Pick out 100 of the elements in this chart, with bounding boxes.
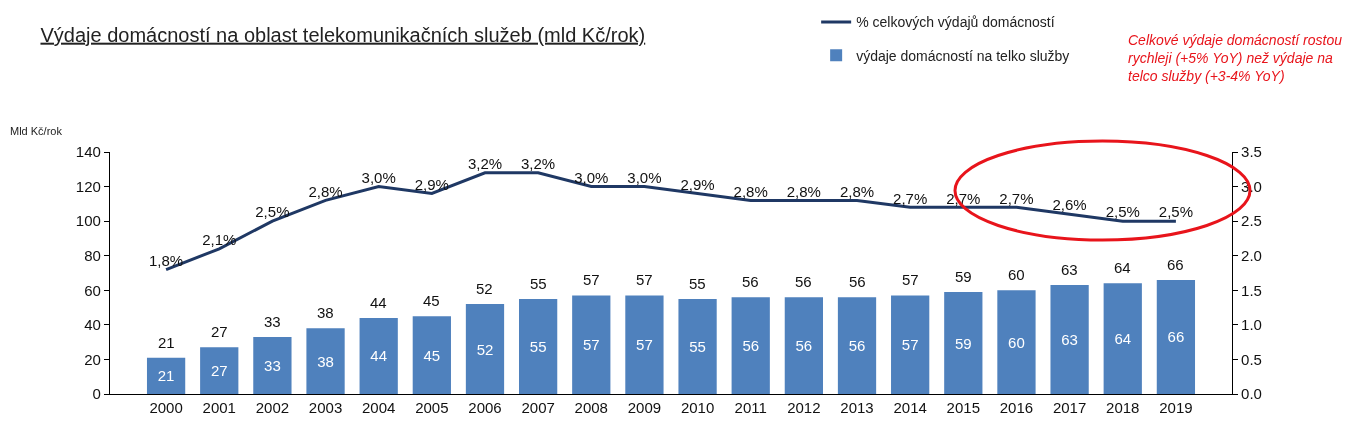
data-label: 52 — [476, 340, 494, 358]
text: 66 — [1167, 328, 1185, 346]
data-label: 45 — [423, 346, 441, 364]
legend-label: % celkových výdajů domácností — [856, 14, 1055, 31]
y2-tick-label: 0.0 — [1241, 385, 1262, 403]
y-tick-label: 20 — [84, 350, 101, 368]
x-tick-label: 2011 — [734, 399, 767, 417]
data-label: 63 — [1061, 261, 1078, 278]
x-tick-label: 2007 — [521, 399, 555, 417]
bar — [465, 304, 505, 394]
y2-tick-label: 2.5 — [1241, 212, 1262, 230]
bar — [519, 298, 558, 394]
text: 63 — [1061, 331, 1078, 349]
data-label: 56 — [848, 337, 866, 355]
bar — [1103, 283, 1142, 394]
data-label: 2,5% — [1158, 203, 1193, 221]
y2-tick-label: 3.5 — [1241, 143, 1262, 161]
x-tick-label: 2006 — [468, 399, 502, 417]
x-tick-label: 2010 — [680, 399, 715, 417]
bar — [1156, 279, 1196, 394]
x-tick-label: 2002 — [255, 399, 290, 417]
text: 64 — [1114, 330, 1132, 348]
data-label: 3,2% — [521, 154, 556, 172]
data-label: 3,0% — [574, 168, 609, 186]
text: 59 — [954, 334, 972, 352]
x-tick-label: 2003 — [308, 399, 343, 417]
x-tick-label: 2009 — [627, 399, 662, 417]
x-tick-label: 2013 — [840, 399, 874, 417]
legend-label: výdaje domácností na telko služby — [856, 47, 1070, 64]
data-label: 2,7% — [893, 189, 928, 207]
text: 60 — [1008, 266, 1025, 283]
data-label: 2,9% — [680, 175, 715, 193]
data-label: 3,0% — [627, 168, 662, 186]
x-tick-label: 2018 — [1106, 399, 1140, 417]
x-tick-label: 2019 — [1159, 399, 1193, 417]
text: 57 — [636, 271, 653, 288]
y2-tick-label: 0.5 — [1241, 350, 1262, 368]
x-tick-label: 2004 — [362, 399, 396, 417]
text: 27 — [211, 323, 228, 340]
text: 52 — [476, 280, 493, 297]
y-tick-label: 140 — [75, 143, 101, 161]
bar — [306, 328, 345, 394]
data-label: 33 — [264, 356, 281, 374]
y-axis-title: Mld Kč/rok — [10, 125, 63, 137]
y-tick-label: 40 — [84, 316, 101, 334]
bar — [572, 295, 611, 394]
y-tick-label: 0 — [92, 385, 101, 403]
x-tick-label: 2008 — [574, 399, 608, 417]
data-label: 2,8% — [786, 182, 821, 200]
x-tick-label: 2001 — [202, 399, 236, 417]
bar — [1050, 285, 1089, 394]
text: 38 — [317, 304, 334, 321]
data-label: 2,8% — [308, 182, 343, 200]
x-tick-label: 2014 — [893, 399, 927, 417]
data-label: 55 — [689, 337, 706, 355]
text: 45 — [423, 292, 440, 309]
text: 57 — [902, 271, 919, 288]
y-tick-label: 60 — [84, 281, 101, 299]
text: 44 — [370, 294, 387, 311]
x-tick-label: 2005 — [415, 399, 449, 417]
data-label: 2,5% — [255, 203, 290, 221]
data-label: 66 — [1167, 256, 1184, 273]
data-label: 64 — [1114, 259, 1131, 276]
text: 56 — [849, 273, 866, 290]
data-label: 55 — [529, 337, 547, 355]
text: 56 — [742, 273, 759, 290]
text: 55 — [689, 275, 706, 292]
data-label: 57 — [582, 336, 600, 354]
x-tick-label: 2017 — [1052, 399, 1087, 417]
text: 55 — [530, 275, 547, 292]
data-label: 60 — [1008, 333, 1025, 351]
data-label: 2,9% — [414, 175, 449, 193]
y-tick-label: 80 — [84, 246, 101, 264]
data-label: 2,7% — [999, 189, 1034, 207]
x-tick-label: 2000 — [149, 399, 183, 417]
bar — [625, 295, 664, 394]
data-label: 27 — [210, 362, 228, 380]
data-label: 2,1% — [202, 231, 237, 249]
data-label: 59 — [955, 268, 972, 285]
data-label: 3,2% — [467, 154, 503, 172]
bar — [891, 295, 930, 394]
y-tick-label: 100 — [75, 212, 101, 230]
chart-title: Výdaje domácností na oblast telekomunikačních služeb (mld Kč/rok) — [40, 23, 646, 46]
data-label: 38 — [317, 352, 334, 370]
bar — [359, 317, 398, 394]
text: Celkové výdaje domácností rostou rychleji (+5% YoY) než výdaje na telco služby (+3-4% YoY) — [1128, 32, 1343, 85]
bar — [944, 292, 983, 394]
text: 57 — [583, 271, 600, 288]
bar — [253, 336, 292, 394]
text: 33 — [264, 313, 281, 330]
data-label: 3,0% — [361, 168, 396, 186]
bar — [412, 316, 451, 394]
data-label: 2,8% — [839, 182, 875, 200]
data-label: 2,8% — [733, 182, 768, 200]
x-tick-label: 2015 — [946, 399, 980, 417]
x-tick-label: 2012 — [787, 399, 821, 417]
data-label: 21 — [157, 367, 175, 385]
data-label: 2,5% — [1105, 203, 1140, 221]
y2-tick-label: 2.0 — [1241, 246, 1262, 264]
bar — [731, 297, 770, 394]
